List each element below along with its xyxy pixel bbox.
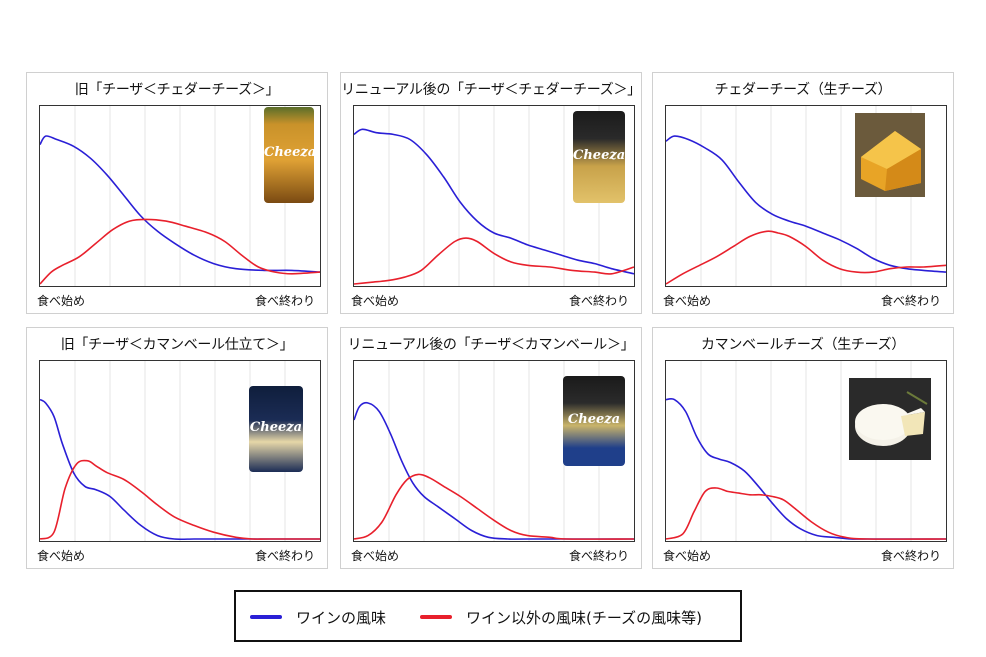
cheese-photo-icon bbox=[855, 113, 925, 197]
chart-title: リニューアル後の「チーザ＜カマンベール＞」 bbox=[347, 337, 635, 353]
x-start-label: 食べ始め bbox=[37, 549, 86, 563]
series-line-wine bbox=[40, 398, 320, 541]
x-start-label: 食べ始め bbox=[351, 294, 400, 308]
x-end-label: 食べ終わり bbox=[568, 549, 629, 563]
series-line-other bbox=[40, 218, 320, 285]
product-package-icon: Cheeza bbox=[563, 376, 625, 466]
x-end-label: 食べ終わり bbox=[254, 294, 315, 308]
x-end-label: 食べ終わり bbox=[880, 294, 941, 308]
series-line-wine bbox=[354, 401, 634, 540]
x-start-label: 食べ始め bbox=[37, 294, 86, 308]
series-line-other bbox=[354, 473, 634, 540]
product-brand-mark: Cheeza bbox=[567, 412, 621, 427]
x-start-label: 食べ始め bbox=[351, 549, 400, 563]
x-start-label: 食べ始め bbox=[663, 294, 712, 308]
product-brand-mark: Cheeza bbox=[573, 147, 625, 163]
product-brand-mark: Cheeza bbox=[249, 420, 303, 436]
series-line-other bbox=[666, 230, 946, 285]
product-package-icon: Cheeza bbox=[249, 386, 303, 472]
chart-panel-4: 旧「チーザ＜カマンベール仕立て＞」 Cheeza 食べ始め 食べ終わり bbox=[26, 327, 328, 569]
chart-title: チェダーチーズ（生チーズ） bbox=[714, 82, 892, 98]
series-line-other bbox=[40, 459, 320, 540]
chart-panel-2: リニューアル後の「チーザ＜チェダーチーズ＞」 Cheeza 食べ始め 食べ終わり bbox=[340, 72, 642, 314]
legend-swatch-other bbox=[420, 615, 452, 619]
x-end-label: 食べ終わり bbox=[880, 549, 941, 563]
product-package-icon: Cheeza bbox=[264, 107, 314, 203]
legend-item-wine: ワインの風味 bbox=[250, 606, 386, 628]
series-line-other bbox=[666, 487, 946, 540]
x-end-label: 食べ終わり bbox=[254, 549, 315, 563]
x-start-label: 食べ始め bbox=[663, 549, 712, 563]
chart-panel-5: リニューアル後の「チーザ＜カマンベール＞」 Cheeza 食べ始め 食べ終わり bbox=[340, 327, 642, 569]
chart-title: 旧「チーザ＜カマンベール仕立て＞」 bbox=[60, 337, 294, 353]
series-line-wine bbox=[40, 135, 320, 273]
chart-panel-1: 旧「チーザ＜チェダーチーズ＞」 Cheeza 食べ始め 食べ終わり bbox=[26, 72, 328, 314]
x-end-label: 食べ終わり bbox=[568, 294, 629, 308]
series-line-wine bbox=[666, 135, 946, 273]
chart-panel-6: カマンベールチーズ（生チーズ） 食べ始め 食べ終わり bbox=[652, 327, 954, 569]
legend-item-other: ワイン以外の風味(チーズの風味等) bbox=[420, 606, 702, 628]
legend-label-other: ワイン以外の風味(チーズの風味等) bbox=[466, 608, 702, 627]
cheese-photo-icon bbox=[849, 378, 931, 460]
chart-svg bbox=[40, 106, 320, 286]
chart-title: リニューアル後の「チーザ＜チェダーチーズ＞」 bbox=[341, 82, 641, 98]
chart-panel-3: チェダーチーズ（生チーズ） 食べ始め 食べ終わり bbox=[652, 72, 954, 314]
chart-legend: ワインの風味 ワイン以外の風味(チーズの風味等) bbox=[234, 590, 742, 642]
legend-label-wine: ワインの風味 bbox=[296, 608, 387, 627]
legend-swatch-wine bbox=[250, 615, 282, 619]
product-brand-mark: Cheeza bbox=[264, 145, 314, 161]
chart-title: 旧「チーザ＜チェダーチーズ＞」 bbox=[74, 82, 280, 98]
product-package-icon: Cheeza bbox=[573, 111, 625, 203]
chart-title: カマンベールチーズ（生チーズ） bbox=[700, 337, 906, 353]
chart-svg bbox=[666, 361, 946, 541]
chart-svg bbox=[354, 106, 634, 286]
series-line-other bbox=[354, 237, 634, 285]
series-line-wine bbox=[354, 128, 634, 275]
series-line-wine bbox=[666, 397, 946, 540]
